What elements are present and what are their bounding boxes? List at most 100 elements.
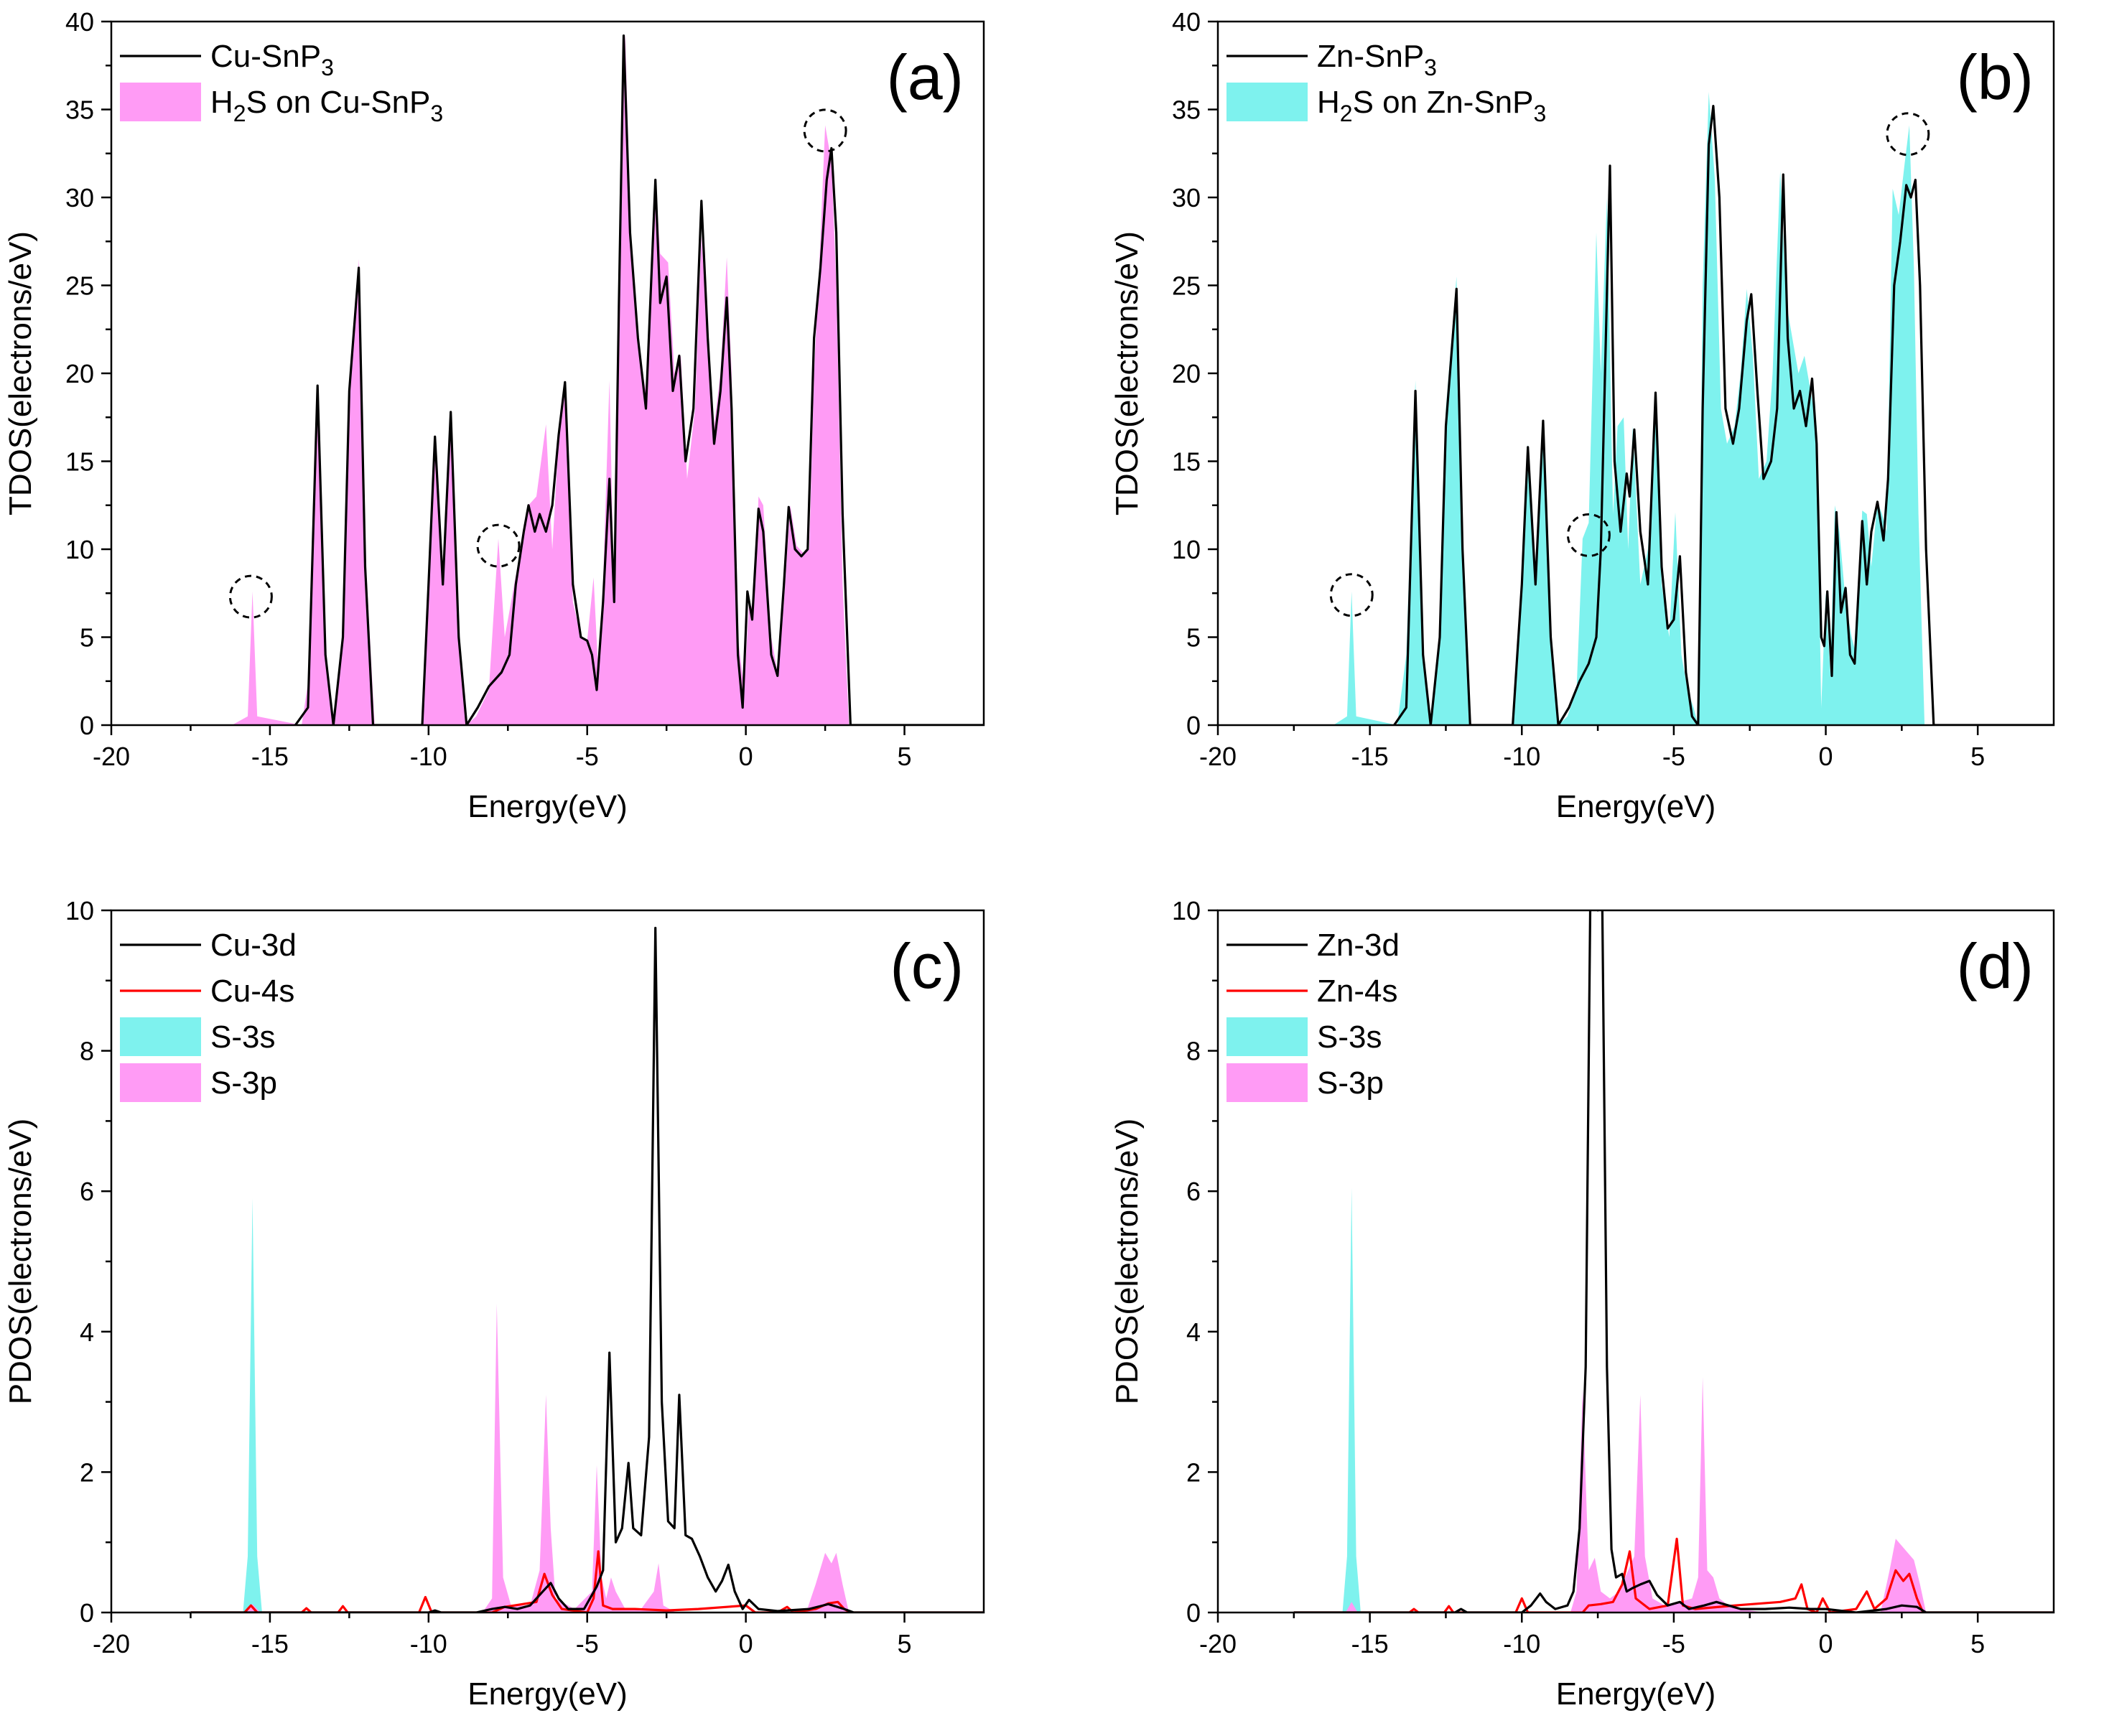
series-line-zn-3d [1293, 910, 2054, 1613]
y-tick-label: 10 [1172, 896, 1201, 925]
x-tick-label: -20 [1199, 742, 1237, 771]
panel-label: (b) [1956, 42, 2034, 113]
legend-label-text: Zn-3d [1317, 928, 1400, 963]
legend: Zn-3d Zn-4s S-3s S-3p [1226, 928, 1400, 1102]
highlight-circle [1566, 513, 1611, 557]
x-tick-label: -10 [410, 742, 447, 771]
legend-item: S-3p [120, 1063, 277, 1102]
y-tick-label: 40 [65, 7, 94, 37]
panel-a: -20 -15 -10 -5 0 5 0 5 10 15 20 25 30 35 40 Energy(eV) T… [3, 7, 985, 824]
x-axis-label: Energy(eV) [1556, 1676, 1716, 1712]
series-fill-s-3p [190, 1303, 984, 1613]
legend-item: Zn-3d [1226, 928, 1400, 963]
legend-label-text: H [1317, 85, 1340, 120]
legend-item: Cu-3d [120, 928, 297, 963]
series-line-cu-3d [190, 926, 984, 1613]
y-tick-label: 4 [1186, 1317, 1201, 1347]
series-fill-h2s-on-zn-snp3 [1333, 92, 2054, 725]
x-tick-label: -15 [1351, 742, 1389, 771]
x-tick-label: -5 [576, 1629, 599, 1658]
x-tick-label: -20 [1199, 1629, 1237, 1658]
series-fill-s-3s [1293, 1187, 2054, 1613]
y-tick-label: 10 [65, 535, 94, 564]
x-tick-label: -5 [1662, 742, 1685, 771]
legend-item: Cu-4s [120, 974, 294, 1009]
legend-fill-swatch [1226, 83, 1308, 121]
y-tick-label: 15 [1172, 447, 1201, 477]
legend-label-subscript: 3 [1424, 55, 1437, 80]
legend-item: Zn-SnP3 [1226, 39, 1437, 80]
plot-area [190, 926, 984, 1613]
y-tick-label: 40 [1172, 7, 1201, 37]
y-tick-label: 0 [1186, 1598, 1201, 1628]
legend-label-text: Zn-SnP [1317, 39, 1424, 74]
x-tick-label: -5 [576, 742, 599, 771]
x-axis-label: Energy(eV) [467, 1676, 628, 1712]
legend-item: S-3s [120, 1017, 275, 1056]
y-tick-label: 0 [80, 1598, 94, 1628]
legend-label-text: S-3s [1317, 1019, 1382, 1055]
y-tick-label: 25 [65, 271, 94, 301]
y-tick-label: 30 [65, 183, 94, 213]
plot-area [231, 34, 984, 725]
legend-item: Zn-4s [1226, 974, 1397, 1009]
legend-label: Cu-3d [210, 928, 297, 963]
y-axis-label: PDOS(electrons/eV) [3, 1119, 38, 1405]
series-line-zn-snp3 [1393, 105, 2054, 725]
legend-label: S-3s [210, 1019, 275, 1055]
x-tick-label: 5 [898, 1629, 912, 1658]
y-tick-label: 2 [80, 1457, 94, 1487]
x-tick-label: 0 [739, 742, 753, 771]
highlight-circle [476, 523, 521, 568]
x-tick-label: 0 [1819, 742, 1833, 771]
panel-label: (c) [890, 930, 964, 1002]
legend-label-text: S on Cu-SnP [246, 85, 431, 120]
series-fill-s-3p [1293, 1377, 2054, 1613]
x-tick-label: -10 [410, 1629, 447, 1658]
y-tick-label: 4 [80, 1317, 94, 1347]
plot-area [1333, 92, 2054, 725]
legend-label-text: S-3p [210, 1065, 277, 1101]
legend-item: H2S on Cu-SnP3 [120, 83, 443, 126]
legend-label: H2S on Cu-SnP3 [210, 85, 443, 126]
legend-label: S-3s [1317, 1019, 1382, 1055]
legend-label-text: S-3s [210, 1019, 275, 1055]
legend-fill-swatch [1226, 1063, 1308, 1102]
plot-frame [1216, 909, 2055, 1614]
x-tick-label: -15 [251, 742, 289, 771]
legend-label-subscript: 3 [1533, 101, 1546, 126]
series-line-zn-4s [1293, 1537, 2054, 1613]
y-tick-label: 0 [80, 711, 94, 740]
y-tick-label: 30 [1172, 183, 1201, 213]
legend-label-text: H [210, 85, 233, 120]
series-fill-h2s-on-cu-snp3 [231, 34, 984, 725]
highlight-circle [1886, 112, 1930, 157]
y-tick-label: 10 [65, 896, 94, 925]
highlight-circle [803, 108, 847, 153]
y-axis-label: TDOS(electrons/eV) [3, 231, 38, 515]
x-tick-label: -10 [1503, 1629, 1540, 1658]
legend-label: S-3p [210, 1065, 277, 1101]
y-tick-label: 8 [80, 1037, 94, 1066]
legend-label-text: S on Zn-SnP [1353, 85, 1534, 120]
highlight-circle [228, 574, 273, 619]
y-tick-label: 5 [80, 623, 94, 653]
y-tick-label: 20 [1172, 359, 1201, 388]
x-tick-label: 0 [1819, 1629, 1833, 1658]
legend-fill-swatch [120, 1063, 201, 1102]
legend-fill-swatch [1226, 1017, 1308, 1056]
legend-item: S-3p [1226, 1063, 1384, 1102]
series-fill-s-3s [190, 1198, 984, 1613]
x-tick-label: -20 [93, 742, 130, 771]
legend-label: Cu-4s [210, 974, 294, 1009]
x-axis-label: Energy(eV) [1556, 789, 1716, 824]
x-tick-label: -15 [1351, 1629, 1389, 1658]
panel-b: -20 -15 -10 -5 0 5 0 5 10 15 20 25 30 35 40 Energy(eV) T… [1109, 7, 2055, 824]
y-tick-label: 20 [65, 359, 94, 388]
legend-label-text: Cu-4s [210, 974, 294, 1009]
legend-label-text: Zn-4s [1317, 974, 1397, 1009]
legend-label: Cu-SnP3 [210, 39, 334, 80]
y-tick-label: 25 [1172, 271, 1201, 301]
